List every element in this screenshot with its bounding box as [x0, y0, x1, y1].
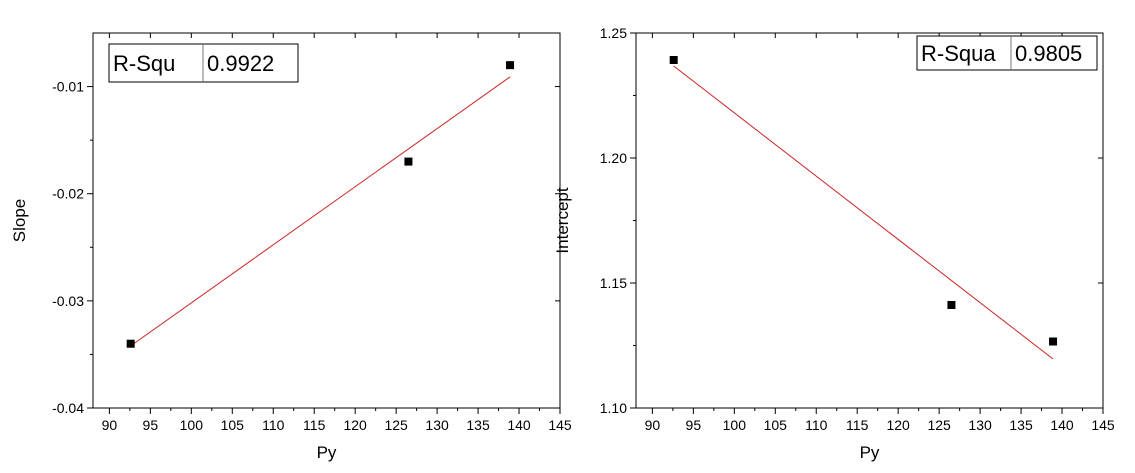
x-tick-label: 110 — [262, 417, 285, 433]
x-tick-label: 95 — [686, 417, 702, 433]
data-point — [669, 56, 678, 64]
x-axis-label: Py — [860, 443, 880, 462]
r-squared-label: R-Squ — [113, 51, 175, 76]
x-tick-label: 105 — [221, 417, 245, 433]
x-tick-label: 145 — [1091, 417, 1115, 433]
fit-line — [673, 65, 1054, 360]
y-tick-label: 1.25 — [600, 25, 627, 41]
x-tick-label: 100 — [723, 417, 747, 433]
chart-1: 90 95 100 105 110 115 120 125 130 135 140 145 -0.04 -… — [10, 32, 572, 462]
x-tick-label: 130 — [425, 417, 449, 433]
r-squared-value: 0.9922 — [207, 51, 274, 76]
data-point — [947, 301, 956, 309]
x-tick-label: 120 — [886, 417, 910, 433]
y-tick-label: -0.03 — [52, 293, 84, 309]
fit-line — [130, 76, 511, 347]
data-point — [404, 157, 413, 166]
y-tick-label: -0.04 — [52, 400, 84, 416]
x-tick-label: 125 — [927, 417, 951, 433]
x-tick-label: 110 — [805, 417, 828, 433]
x-tick-label: 125 — [384, 417, 408, 433]
x-tick-label: 105 — [764, 417, 788, 433]
x-tick-label: 95 — [143, 417, 159, 433]
plot-frame — [92, 32, 561, 409]
y-axis-label: Slope — [10, 199, 29, 242]
x-tick-label: 140 — [507, 417, 531, 433]
x-tick-label: 140 — [1050, 417, 1074, 433]
x-tick-label: 135 — [1009, 417, 1033, 433]
x-tick-label: 115 — [303, 417, 326, 433]
r-squared-value: 0.9805 — [1015, 41, 1082, 66]
x-tick-label: 90 — [645, 417, 661, 433]
r-squared-label: R-Squa — [921, 41, 996, 66]
x-tick-label: 135 — [466, 417, 490, 433]
chart-2: 90 95 100 105 110 115 120 125 130 135 140 145 1.10 1.… — [553, 25, 1115, 462]
x-tick-label: 90 — [102, 417, 118, 433]
r-squared-box — [916, 35, 1098, 71]
y-tick-label: 1.20 — [600, 150, 627, 166]
y-tick-label: -0.02 — [52, 186, 84, 202]
y-tick-label: -0.01 — [52, 79, 84, 95]
x-tick-label: 130 — [968, 417, 992, 433]
x-tick-label: 115 — [846, 417, 869, 433]
y-tick-label: 1.10 — [600, 400, 627, 416]
data-point — [1049, 337, 1058, 346]
y-axis-label: Intercept — [553, 187, 572, 253]
x-tick-label: 145 — [548, 417, 572, 433]
y-tick-label: 1.15 — [600, 275, 627, 291]
x-tick-label: 100 — [180, 417, 204, 433]
x-tick-label: 120 — [343, 417, 367, 433]
x-axis-label: Py — [317, 443, 337, 462]
data-point — [126, 339, 135, 348]
plot-frame — [635, 32, 1104, 409]
data-point — [506, 61, 515, 70]
